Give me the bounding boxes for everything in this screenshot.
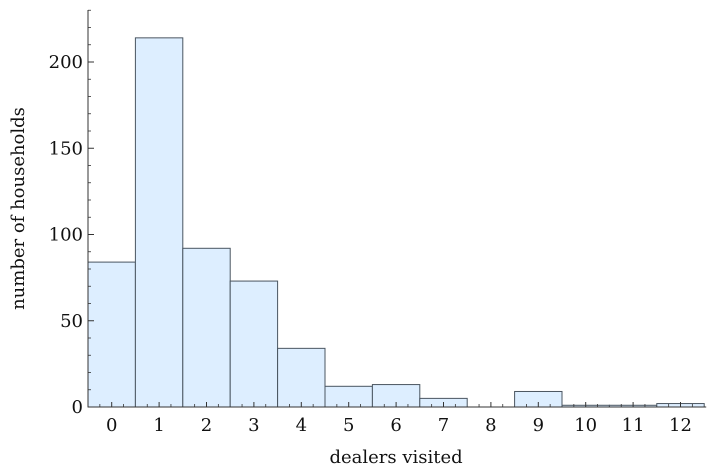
x-tick-label: 12 [669, 415, 692, 436]
x-tick-label: 6 [390, 415, 401, 436]
x-tick-label: 11 [622, 415, 645, 436]
x-tick-label: 4 [296, 415, 307, 436]
x-ticks-group: 0 1 2 3 4 5 6 7 8 9 10 11 12 [99, 402, 693, 436]
y-tick-label: 150 [49, 138, 83, 159]
x-tick-label: 2 [201, 415, 212, 436]
bar-0 [87, 261, 136, 408]
bar-4 [277, 347, 326, 408]
y-tick-label: 200 [49, 52, 83, 73]
bars-group [87, 37, 705, 408]
y-tick-label: 100 [49, 225, 83, 246]
x-tick-label: 10 [574, 415, 597, 436]
x-tick-label: 7 [438, 415, 449, 436]
x-tick-label: 8 [485, 415, 496, 436]
axes-group [87, 10, 707, 408]
x-tick-label: 3 [248, 415, 259, 436]
x-tick-label: 0 [106, 415, 117, 436]
x-axis-title: dealers visited [329, 447, 462, 468]
y-tick-label: 50 [60, 311, 83, 332]
y-ticks-group: 0 50 100 150 200 [49, 9, 94, 418]
y-axis-title: number of households [8, 107, 29, 310]
x-tick-label: 9 [533, 415, 544, 436]
bar-1 [134, 37, 184, 408]
x-tick-label: 1 [153, 415, 164, 436]
y-tick-label: 0 [72, 397, 83, 418]
bar-3 [229, 280, 279, 408]
x-tick-label: 5 [343, 415, 354, 436]
bar-2 [182, 247, 231, 408]
